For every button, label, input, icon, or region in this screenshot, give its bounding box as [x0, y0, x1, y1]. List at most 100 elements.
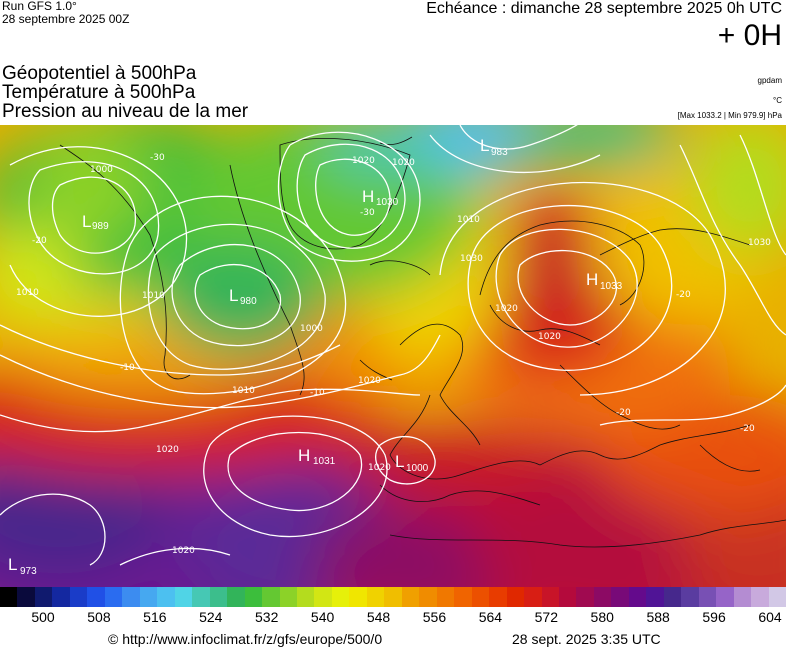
colorbar-swatch [559, 587, 577, 607]
svg-text:1020: 1020 [392, 158, 415, 168]
pressure-center[interactable]: L 973 [8, 555, 37, 577]
colorbar-tick-label: 572 [534, 609, 558, 625]
svg-text:H: H [298, 446, 310, 465]
colorbar-swatch [454, 587, 472, 607]
svg-text:1000: 1000 [90, 165, 113, 175]
svg-text:1000: 1000 [406, 463, 429, 474]
pressure-center[interactable]: L 983 [480, 136, 508, 158]
colorbar-tick-label: 540 [310, 609, 335, 625]
colorbar-tick-label: 596 [702, 609, 726, 625]
colorbar-swatch [524, 587, 542, 607]
svg-text:L: L [395, 452, 404, 471]
isobars [0, 125, 786, 566]
colorbar-swatch [174, 587, 193, 607]
colorbar-swatch [751, 587, 769, 607]
pressure-center[interactable]: H 1031 [298, 446, 336, 467]
title-pressure: Pression au niveau de la mer [2, 101, 249, 122]
svg-text:1030: 1030 [460, 254, 483, 264]
svg-text:1020: 1020 [172, 546, 195, 556]
colorbar-swatch [69, 587, 88, 607]
colorbar-tick-label: 524 [199, 609, 223, 625]
colorbar-swatch [646, 587, 664, 607]
colorbar-swatch [716, 587, 734, 607]
coastlines [59, 136, 786, 548]
svg-text:1020: 1020 [156, 445, 179, 455]
weather-map[interactable]: L 989 H 1030 L 983 L 980 H 1033 H 1031 L 1000 L… [0, 125, 786, 587]
pressure-center[interactable]: H 1033 [586, 270, 623, 292]
svg-text:989: 989 [92, 221, 109, 232]
footer-time: 28 sept. 2025 3:35 UTC [512, 631, 661, 647]
svg-text:1010: 1010 [16, 288, 39, 298]
colorbar-swatch [157, 587, 175, 607]
colorbar-swatch [349, 587, 367, 607]
svg-text:1000: 1000 [300, 324, 323, 334]
svg-text:L: L [82, 212, 91, 231]
pressure-center[interactable]: L 1000 [395, 452, 429, 474]
colorbar-tick-label: 548 [366, 609, 391, 625]
svg-text:1020: 1020 [538, 332, 561, 342]
run-label: Run GFS 1.0° [2, 0, 77, 13]
svg-text:1030: 1030 [748, 238, 771, 248]
footer-url[interactable]: © http://www.infoclimat.fr/z/gfs/europe/… [108, 631, 383, 647]
colorbar-swatch [611, 587, 629, 607]
pressure-center[interactable]: H 1030 [362, 187, 399, 208]
lead-time: + 0H [717, 19, 782, 52]
colorbar-tick-label: 516 [143, 609, 167, 625]
svg-text:L: L [8, 555, 17, 574]
svg-text:1010: 1010 [232, 386, 255, 396]
colorbar-swatch [296, 587, 315, 607]
colorbar-swatch [262, 587, 280, 607]
colorbar-swatch [401, 587, 420, 607]
colorbar-swatch [489, 587, 507, 607]
colorbar-swatch [34, 587, 53, 607]
svg-text:1020: 1020 [352, 156, 375, 166]
svg-text:-20: -20 [32, 236, 47, 246]
colorbar-swatch [384, 587, 402, 607]
svg-text:H: H [586, 270, 598, 289]
colorbar-swatch [87, 587, 105, 607]
unit-temperature: °C [773, 96, 782, 105]
svg-text:1020: 1020 [368, 463, 391, 473]
svg-text:1030: 1030 [376, 197, 399, 208]
colorbar-swatch [419, 587, 437, 607]
colorbar-swatch [436, 587, 455, 607]
colorbar-swatch [227, 587, 245, 607]
svg-text:L: L [480, 136, 489, 155]
colorbar-swatch [768, 587, 786, 607]
colorbar-swatch [331, 587, 350, 607]
colorbar-tick-label: 604 [758, 609, 782, 625]
title-temperature: Température à 500hPa [2, 82, 196, 103]
svg-text:H: H [362, 187, 374, 206]
colorbar-swatch [733, 587, 752, 607]
pressure-centers: L 989 H 1030 L 983 L 980 H 1033 H 1031 L 1000 L… [8, 136, 623, 577]
colorbar-swatch [209, 587, 228, 607]
colorbar-swatch [576, 587, 594, 607]
svg-text:-20: -20 [740, 424, 755, 434]
svg-text:1020: 1020 [358, 376, 381, 386]
colorbar [0, 587, 786, 607]
colorbar-swatch [244, 587, 263, 607]
colorbar-swatch [541, 587, 559, 607]
colorbar-swatch [663, 587, 682, 607]
svg-text:1020: 1020 [495, 304, 518, 314]
geopotential-field [0, 125, 786, 587]
svg-text:1010: 1010 [457, 215, 480, 225]
isobar-labels: 1000 1010 1020 1020 1010 1000 1030 1020 … [16, 156, 771, 556]
colorbar-tick-label: 532 [255, 609, 279, 625]
svg-text:-20: -20 [616, 408, 631, 418]
colorbar-swatch [0, 587, 18, 607]
colorbar-tick-label: 500 [31, 609, 55, 625]
svg-text:L: L [229, 286, 238, 305]
colorbar-swatch [506, 587, 525, 607]
svg-text:983: 983 [491, 147, 508, 158]
colorbar-swatch [314, 587, 332, 607]
pressure-center[interactable]: L 980 [229, 286, 257, 307]
colorbar-tick-label: 508 [87, 609, 111, 625]
colorbar-tick-label: 588 [646, 609, 670, 625]
pressure-center[interactable]: L 989 [82, 212, 109, 232]
svg-text:1010: 1010 [142, 291, 165, 301]
colorbar-swatch [122, 587, 140, 607]
colorbar-swatch [628, 587, 647, 607]
svg-text:-30: -30 [360, 208, 375, 218]
svg-text:973: 973 [20, 566, 37, 577]
